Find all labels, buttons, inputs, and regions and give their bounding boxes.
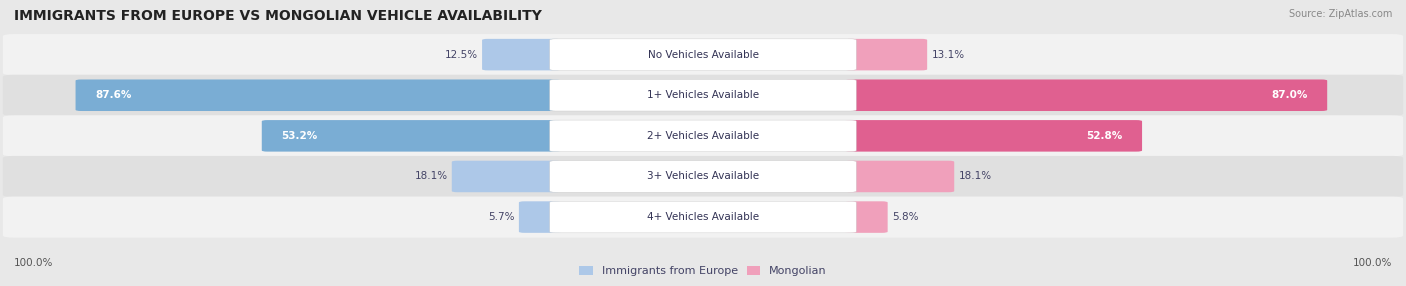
Text: 5.8%: 5.8% (891, 212, 918, 222)
FancyBboxPatch shape (845, 120, 1142, 152)
Legend: Immigrants from Europe, Mongolian: Immigrants from Europe, Mongolian (575, 261, 831, 281)
FancyBboxPatch shape (550, 161, 856, 192)
Text: 87.6%: 87.6% (96, 90, 132, 100)
FancyBboxPatch shape (550, 201, 856, 233)
FancyBboxPatch shape (3, 115, 1403, 156)
FancyBboxPatch shape (76, 80, 561, 111)
FancyBboxPatch shape (845, 80, 1327, 111)
Text: 18.1%: 18.1% (959, 172, 991, 181)
FancyBboxPatch shape (262, 120, 561, 152)
FancyBboxPatch shape (845, 161, 955, 192)
Text: 52.8%: 52.8% (1085, 131, 1122, 141)
FancyBboxPatch shape (550, 80, 856, 111)
Text: 100.0%: 100.0% (14, 258, 53, 268)
FancyBboxPatch shape (3, 196, 1403, 238)
FancyBboxPatch shape (845, 39, 927, 70)
FancyBboxPatch shape (845, 201, 887, 233)
Text: 3+ Vehicles Available: 3+ Vehicles Available (647, 172, 759, 181)
Text: 5.7%: 5.7% (488, 212, 515, 222)
Text: No Vehicles Available: No Vehicles Available (648, 50, 758, 59)
Text: 87.0%: 87.0% (1271, 90, 1308, 100)
Text: 53.2%: 53.2% (281, 131, 318, 141)
Text: Source: ZipAtlas.com: Source: ZipAtlas.com (1288, 9, 1392, 19)
FancyBboxPatch shape (451, 161, 561, 192)
Text: 12.5%: 12.5% (444, 50, 478, 59)
Text: IMMIGRANTS FROM EUROPE VS MONGOLIAN VEHICLE AVAILABILITY: IMMIGRANTS FROM EUROPE VS MONGOLIAN VEHI… (14, 9, 541, 23)
Text: 100.0%: 100.0% (1353, 258, 1392, 268)
FancyBboxPatch shape (482, 39, 561, 70)
FancyBboxPatch shape (3, 156, 1403, 197)
FancyBboxPatch shape (519, 201, 561, 233)
Text: 1+ Vehicles Available: 1+ Vehicles Available (647, 90, 759, 100)
Text: 2+ Vehicles Available: 2+ Vehicles Available (647, 131, 759, 141)
FancyBboxPatch shape (3, 34, 1403, 75)
FancyBboxPatch shape (550, 120, 856, 152)
FancyBboxPatch shape (550, 39, 856, 70)
Text: 13.1%: 13.1% (931, 50, 965, 59)
FancyBboxPatch shape (3, 75, 1403, 116)
Text: 4+ Vehicles Available: 4+ Vehicles Available (647, 212, 759, 222)
Text: 18.1%: 18.1% (415, 172, 447, 181)
